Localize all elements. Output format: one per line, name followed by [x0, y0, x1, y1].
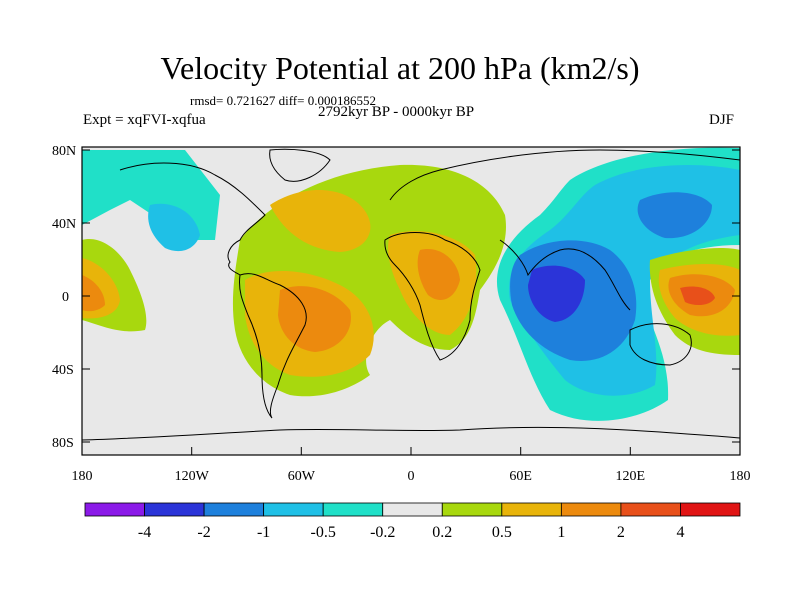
colorbar-swatch-10: [680, 502, 741, 517]
coastlines: [82, 148, 740, 441]
colorbar-swatch-7: [501, 502, 562, 517]
lon-label-60e: 60E: [509, 469, 532, 484]
lon-ticks: [81, 447, 741, 455]
velocity-field: [82, 147, 740, 455]
colorbar-swatch-0: [84, 502, 145, 517]
lon-label-120w: 120W: [175, 469, 210, 484]
lat-label-0: 0: [62, 290, 69, 305]
lat-label-80n: 80N: [52, 144, 76, 159]
colorbar: -4 -2 -1 -0.5 -0.2 0.2 0.5 1 2 4: [84, 502, 741, 541]
lon-label-60w: 60W: [288, 469, 316, 484]
coast-europe-asia: [389, 149, 740, 201]
coast-africa: [384, 232, 481, 361]
colorbar-label-8: 2: [617, 524, 625, 541]
lat-label-80s: 80S: [52, 436, 74, 451]
coast-south-america: [239, 273, 307, 419]
season-label: DJF: [709, 112, 735, 128]
stats-text: rmsd= 0.721627 diff= 0.000186552: [190, 93, 376, 108]
lon-label-120e: 120E: [616, 469, 646, 484]
lat-ticks: [82, 149, 740, 443]
colorbar-swatch-8: [560, 502, 622, 517]
field-contour-pos-05: [270, 190, 371, 252]
field-contour-pos-1c: [82, 275, 105, 312]
colorbar-label-7: 1: [557, 524, 565, 541]
colorbar-swatch-3: [263, 502, 324, 517]
lon-label-180w: 180: [72, 469, 93, 484]
field-contour-neg-2: [528, 265, 585, 322]
field-contour-pos-1: [278, 286, 351, 352]
colorbar-label-1: -2: [197, 524, 210, 541]
experiment-label: Expt = xqFVI-xqfua: [83, 112, 206, 128]
colorbar-label-9: 4: [676, 524, 684, 541]
colorbar-swatch-4: [322, 502, 384, 517]
coast-greenland: [269, 148, 331, 182]
coast-india-seasia: [499, 239, 631, 311]
page-title: Velocity Potential at 200 hPa (km2/s): [160, 50, 640, 86]
colorbar-label-5: 0.2: [432, 524, 452, 541]
colorbar-label-0: -4: [138, 524, 151, 541]
colorbar-label-4: -0.2: [370, 524, 395, 541]
colorbar-label-6: 0.5: [492, 524, 512, 541]
coast-north-america: [119, 162, 266, 276]
field-contour-neg-05b: [148, 203, 200, 252]
colorbar-label-3: -0.5: [311, 524, 336, 541]
field-contour-pos-1b: [417, 249, 460, 300]
lat-label-40s: 40S: [52, 363, 74, 378]
colorbar-swatch-9: [620, 502, 681, 517]
lon-label-0: 0: [408, 469, 415, 484]
colorbar-swatch-5: [382, 502, 443, 517]
lon-label-180e: 180: [730, 469, 751, 484]
coast-antarctica: [82, 426, 740, 441]
colorbar-label-2: -1: [257, 524, 270, 541]
coast-australia: [629, 323, 692, 366]
field-contour-neg-1b: [637, 192, 712, 239]
field-contour-pos-2: [680, 286, 715, 306]
lat-label-40n: 40N: [52, 217, 76, 232]
period-label: 2792kyr BP - 0000kyr BP: [318, 104, 475, 120]
colorbar-swatch-1: [144, 502, 205, 517]
colorbar-swatch-2: [203, 502, 265, 517]
colorbar-swatch-6: [441, 502, 503, 517]
